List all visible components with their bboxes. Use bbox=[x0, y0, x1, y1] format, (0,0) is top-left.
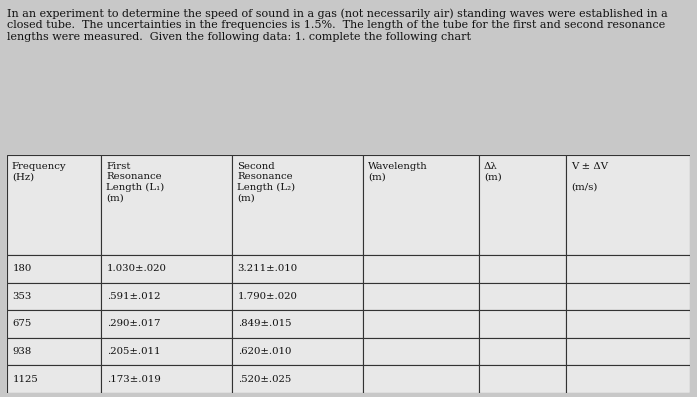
Bar bbox=[567, 365, 690, 393]
Bar bbox=[102, 310, 232, 338]
Bar bbox=[7, 338, 102, 365]
Text: Frequency
(Hz): Frequency (Hz) bbox=[12, 162, 66, 181]
Text: 1.790±.020: 1.790±.020 bbox=[238, 292, 298, 301]
Text: .591±.012: .591±.012 bbox=[107, 292, 160, 301]
Text: .620±.010: .620±.010 bbox=[238, 347, 291, 356]
Bar bbox=[7, 155, 102, 255]
Text: V ± ΔV

(m/s): V ± ΔV (m/s) bbox=[572, 162, 608, 192]
Bar bbox=[232, 310, 363, 338]
Text: .849±.015: .849±.015 bbox=[238, 320, 291, 328]
Text: 353: 353 bbox=[13, 292, 32, 301]
Text: .290±.017: .290±.017 bbox=[107, 320, 160, 328]
Bar bbox=[480, 338, 567, 365]
Text: 675: 675 bbox=[13, 320, 31, 328]
Bar bbox=[102, 338, 232, 365]
Bar bbox=[102, 155, 232, 255]
Bar bbox=[363, 310, 480, 338]
Text: 3.211±.010: 3.211±.010 bbox=[238, 264, 298, 273]
Bar bbox=[567, 310, 690, 338]
Bar bbox=[102, 255, 232, 283]
Text: 1125: 1125 bbox=[13, 375, 38, 384]
Text: Wavelength
(m): Wavelength (m) bbox=[368, 162, 427, 181]
Bar bbox=[567, 155, 690, 255]
Bar bbox=[480, 365, 567, 393]
Bar bbox=[480, 155, 567, 255]
Bar bbox=[567, 338, 690, 365]
Text: Second
Resonance
Length (L₂)
(m): Second Resonance Length (L₂) (m) bbox=[237, 162, 295, 202]
Text: 938: 938 bbox=[13, 347, 31, 356]
Bar bbox=[232, 365, 363, 393]
Bar bbox=[363, 155, 480, 255]
Bar bbox=[232, 155, 363, 255]
Text: .205±.011: .205±.011 bbox=[107, 347, 160, 356]
Bar bbox=[232, 255, 363, 283]
Text: 1.030±.020: 1.030±.020 bbox=[107, 264, 167, 273]
Bar bbox=[480, 255, 567, 283]
Bar bbox=[363, 365, 480, 393]
Bar bbox=[232, 338, 363, 365]
Bar bbox=[7, 255, 102, 283]
Bar bbox=[102, 283, 232, 310]
Bar bbox=[363, 255, 480, 283]
Bar bbox=[363, 338, 480, 365]
Bar bbox=[7, 283, 102, 310]
Bar bbox=[480, 310, 567, 338]
Bar bbox=[480, 283, 567, 310]
Bar bbox=[102, 365, 232, 393]
Bar bbox=[567, 283, 690, 310]
Text: .520±.025: .520±.025 bbox=[238, 375, 291, 384]
Bar bbox=[363, 283, 480, 310]
Text: Δλ
(m): Δλ (m) bbox=[484, 162, 502, 181]
Text: First
Resonance
Length (L₁)
(m): First Resonance Length (L₁) (m) bbox=[106, 162, 164, 202]
Bar bbox=[7, 310, 102, 338]
Bar bbox=[232, 283, 363, 310]
Bar bbox=[567, 255, 690, 283]
Text: 180: 180 bbox=[13, 264, 31, 273]
Bar bbox=[7, 365, 102, 393]
Text: In an experiment to determine the speed of sound in a gas (not necessarily air) : In an experiment to determine the speed … bbox=[7, 8, 668, 42]
Text: .173±.019: .173±.019 bbox=[107, 375, 160, 384]
